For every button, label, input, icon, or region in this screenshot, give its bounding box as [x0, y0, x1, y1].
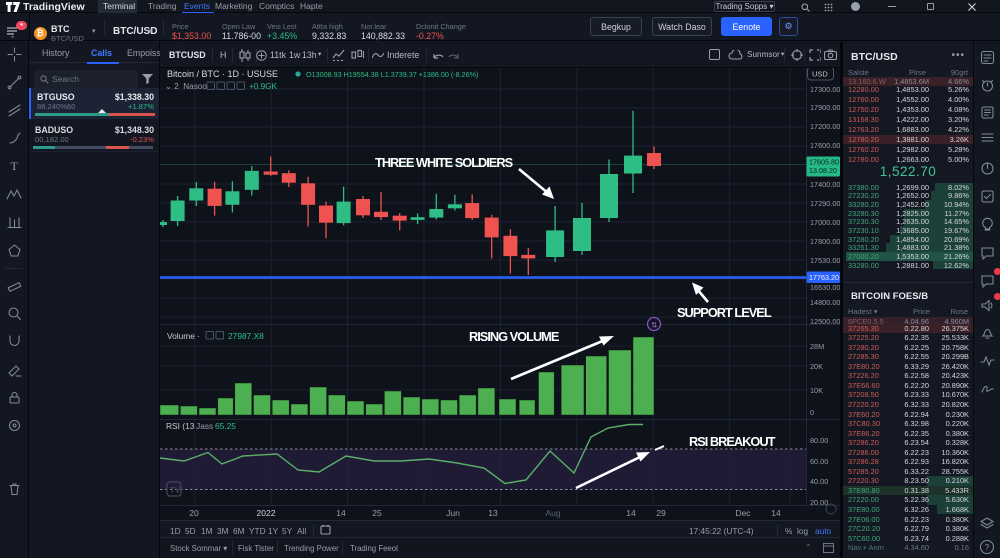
svg-text:25: 25 — [372, 508, 382, 518]
svg-text:THREE WHITE SOLDIERS: THREE WHITE SOLDIERS — [375, 155, 514, 170]
svg-text:Volume ·: Volume · — [167, 331, 200, 341]
svg-text:RSI BREAKOUT: RSI BREAKOUT — [689, 434, 776, 449]
svg-text:14800.00: 14800.00 — [810, 298, 840, 307]
svg-text:Bitcoin / BTC · 1D · USUSE: Bitcoin / BTC · 1D · USUSE — [167, 69, 278, 79]
svg-text:USD: USD — [812, 70, 828, 79]
svg-text:20.00: 20.00 — [810, 498, 828, 507]
svg-text:28M: 28M — [810, 342, 824, 351]
svg-text:13.08.20: 13.08.20 — [809, 166, 837, 175]
svg-text:⌄ 2 Nasoo: ⌄ 2 Nasoo — [165, 82, 207, 91]
svg-text:17530.00: 17530.00 — [810, 256, 840, 265]
svg-text:14: 14 — [626, 508, 636, 518]
svg-text:Aug: Aug — [545, 508, 560, 518]
svg-text:RSI (13: RSI (13 — [166, 421, 195, 431]
svg-text:T: T — [10, 159, 18, 173]
svg-text:17400.00: 17400.00 — [810, 180, 840, 189]
svg-text:14: 14 — [336, 508, 346, 518]
svg-text:Jass: Jass — [196, 421, 213, 431]
svg-text:17605.80: 17605.80 — [809, 158, 839, 167]
svg-text:SUPPORT LEVEL: SUPPORT LEVEL — [677, 305, 772, 320]
svg-text:0: 0 — [810, 408, 814, 417]
svg-text:60.00: 60.00 — [810, 457, 828, 466]
svg-text:TV: TV — [170, 486, 181, 495]
svg-text:20K: 20K — [810, 362, 823, 371]
svg-text:2022: 2022 — [257, 508, 276, 518]
svg-text:Dec: Dec — [735, 508, 751, 518]
svg-text:17600.00: 17600.00 — [810, 141, 840, 150]
svg-text:80.00: 80.00 — [810, 436, 828, 445]
svg-text:40.00: 40.00 — [810, 477, 828, 486]
svg-text:13: 13 — [488, 508, 498, 518]
svg-text:17763.20: 17763.20 — [809, 273, 839, 282]
svg-text:⇅: ⇅ — [651, 321, 658, 330]
svg-text:?: ? — [985, 543, 990, 552]
svg-text:17000.00: 17000.00 — [810, 218, 840, 227]
svg-text:29: 29 — [656, 508, 666, 518]
svg-text:16530.00: 16530.00 — [810, 283, 840, 292]
svg-text:17200.00: 17200.00 — [810, 122, 840, 131]
svg-text:10K: 10K — [810, 386, 823, 395]
svg-text:17290.00: 17290.00 — [810, 199, 840, 208]
svg-text:RISING VOLUME: RISING VOLUME — [469, 329, 560, 344]
svg-text:12500.00: 12500.00 — [810, 317, 840, 326]
svg-text:65.25: 65.25 — [215, 421, 236, 431]
svg-text:17900.00: 17900.00 — [810, 103, 840, 112]
svg-text:27987.X8: 27987.X8 — [228, 331, 264, 341]
svg-text:+0.9GK: +0.9GK — [249, 82, 278, 91]
svg-text:14: 14 — [771, 508, 781, 518]
svg-text:O13008.93 H19554.38 L1.3739.37: O13008.93 H19554.38 L1.3739.37 +1386.00 … — [306, 70, 478, 79]
svg-text:Jun: Jun — [446, 508, 460, 518]
svg-text:20: 20 — [189, 508, 199, 518]
svg-text:17800.00: 17800.00 — [810, 237, 840, 246]
svg-text:17300.00: 17300.00 — [810, 85, 840, 94]
